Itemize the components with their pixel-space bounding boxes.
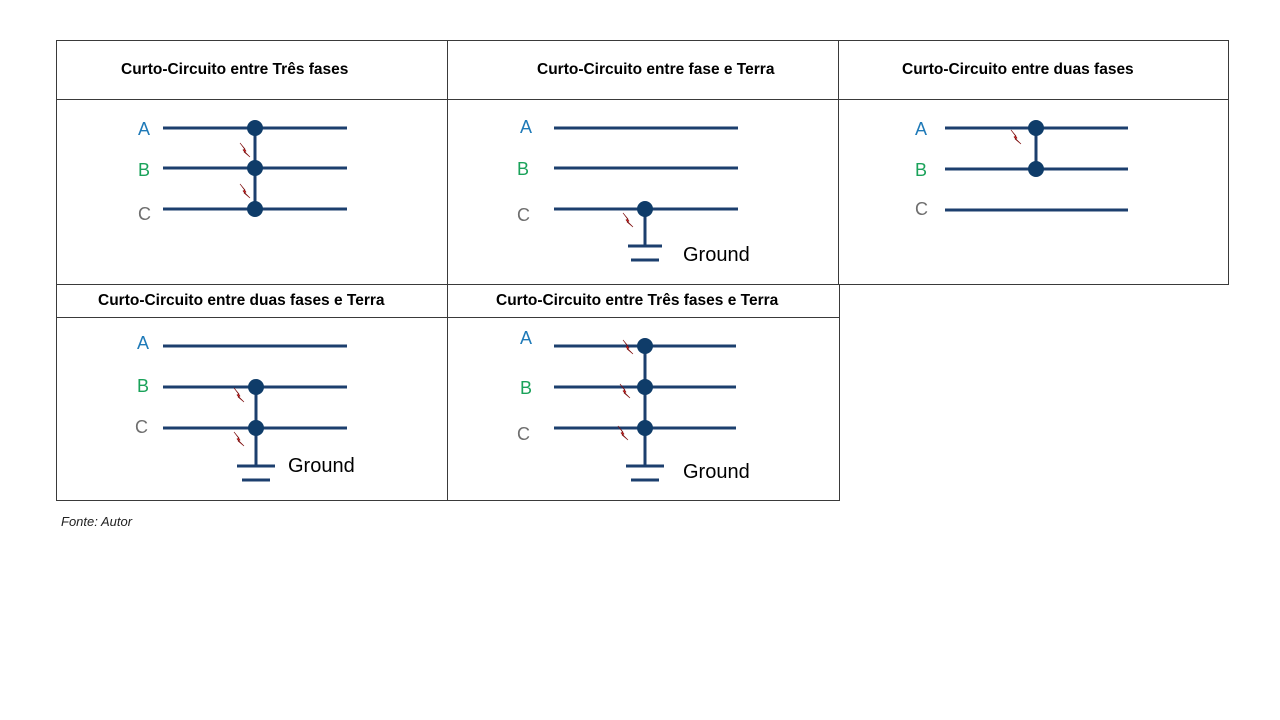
phase-b-label: B xyxy=(517,159,529,179)
phase-a-label: A xyxy=(520,328,532,348)
panel-fase-terra: Curto-Circuito entre fase e Terra A B C … xyxy=(447,40,840,285)
phase-b-label: B xyxy=(138,160,150,180)
lightning-icon xyxy=(622,339,634,355)
fault-node-b xyxy=(637,379,653,395)
fault-node-c xyxy=(637,420,653,436)
lightning-icon xyxy=(233,431,245,447)
phase-a-label: A xyxy=(137,333,149,353)
fault-node-c xyxy=(248,420,264,436)
phase-c-label: C xyxy=(135,417,148,437)
panel-duas-fases: Curto-Circuito entre duas fases A B C xyxy=(838,40,1229,285)
panel-title-text: Curto-Circuito entre duas fases e Terra xyxy=(98,292,385,309)
fault-node-c xyxy=(637,201,653,217)
diagram-duas-fases: A B C xyxy=(915,119,1128,219)
phase-c-label: C xyxy=(517,424,530,444)
fault-node-b xyxy=(248,379,264,395)
ground-label: Ground xyxy=(683,461,750,483)
phase-c-label: C xyxy=(138,204,151,224)
fault-node-a xyxy=(637,338,653,354)
phase-a-label: A xyxy=(915,119,927,139)
fault-node-b xyxy=(1028,161,1044,177)
fault-node-a xyxy=(247,120,263,136)
phase-c-label: C xyxy=(517,205,530,225)
diagram-tres-fases-terra: A B C Ground xyxy=(517,328,750,483)
panel-title-text: Curto-Circuito entre duas fases xyxy=(902,61,1134,78)
phase-c-label: C xyxy=(915,199,928,219)
phase-b-label: B xyxy=(520,378,532,398)
diagram-tres-fases: A B C xyxy=(138,119,347,224)
panel-title: Curto-Circuito entre duas fases xyxy=(839,41,1228,100)
panel-duas-fases-terra: Curto-Circuito entre duas fases e Terra … xyxy=(56,284,449,501)
panel-title-text: Curto-Circuito entre Três fases e Terra xyxy=(496,292,779,309)
phase-a-label: A xyxy=(138,119,150,139)
diagram-fase-terra: A B C Ground xyxy=(517,117,750,266)
phase-a-label: A xyxy=(520,117,532,137)
phase-b-label: B xyxy=(137,376,149,396)
lightning-icon xyxy=(233,387,245,403)
panel-title: Curto-Circuito entre duas fases e Terra xyxy=(57,285,448,318)
panel-title-text: Curto-Circuito entre Três fases xyxy=(121,61,349,78)
lightning-icon xyxy=(619,383,631,399)
lightning-icon xyxy=(239,183,251,199)
lightning-icon xyxy=(1010,129,1022,145)
fault-node-c xyxy=(247,201,263,217)
lightning-icon xyxy=(622,212,634,228)
lightning-icon xyxy=(617,425,629,441)
fault-node-a xyxy=(1028,120,1044,136)
lightning-icon xyxy=(239,142,251,158)
source-caption: Fonte: Autor xyxy=(61,514,133,529)
ground-label: Ground xyxy=(288,455,355,477)
fault-node-b xyxy=(247,160,263,176)
panel-title: Curto-Circuito entre fase e Terra xyxy=(448,41,839,100)
phase-b-label: B xyxy=(915,160,927,180)
panel-tres-fases: Curto-Circuito entre Três fases A B C xyxy=(56,40,449,285)
panel-tres-fases-terra: Curto-Circuito entre Três fases e Terra … xyxy=(447,284,840,501)
panel-title-text: Curto-Circuito entre fase e Terra xyxy=(537,61,775,78)
panel-title: Curto-Circuito entre Três fases xyxy=(57,41,448,100)
diagram-duas-fases-terra: A B C Ground xyxy=(135,333,355,482)
ground-label: Ground xyxy=(683,244,750,266)
panel-title: Curto-Circuito entre Três fases e Terra xyxy=(448,285,839,318)
